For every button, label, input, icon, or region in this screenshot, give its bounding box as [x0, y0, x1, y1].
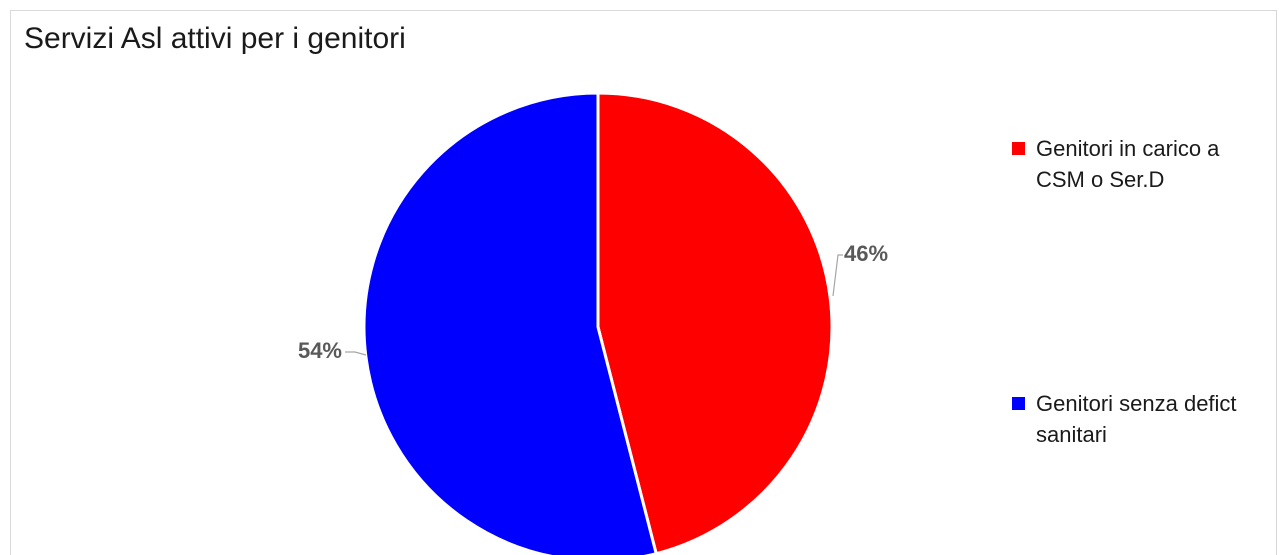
- legend-label-senza-deficit: Genitori senza defict sanitari: [1036, 391, 1237, 447]
- data-label-slice-senza-deficit: 54%: [298, 338, 342, 363]
- data-label-slice-csm-serd: 46%: [844, 241, 888, 266]
- chart-title: Servizi Asl attivi per i genitori: [24, 22, 406, 55]
- pie-slices: [362, 91, 834, 555]
- data-labels: 46% 54%: [298, 241, 888, 363]
- legend-item-csm-serd: Genitori in carico a CSM o Ser.D: [1012, 133, 1256, 195]
- slice-senza-deficit: [362, 91, 658, 555]
- leader-line-slice-senza-deficit: [345, 351, 367, 356]
- legend-swatch-senza-deficit: [1012, 397, 1025, 410]
- legend-swatch-csm-serd: [1012, 142, 1025, 155]
- leader-lines: [345, 254, 843, 356]
- leader-line-slice-csm-serd: [832, 254, 843, 297]
- legend-item-senza-deficit: Genitori senza defict sanitari: [1012, 388, 1256, 450]
- legend-label-csm-serd: Genitori in carico a CSM o Ser.D: [1036, 136, 1220, 192]
- slice-csm-serd: [596, 91, 834, 555]
